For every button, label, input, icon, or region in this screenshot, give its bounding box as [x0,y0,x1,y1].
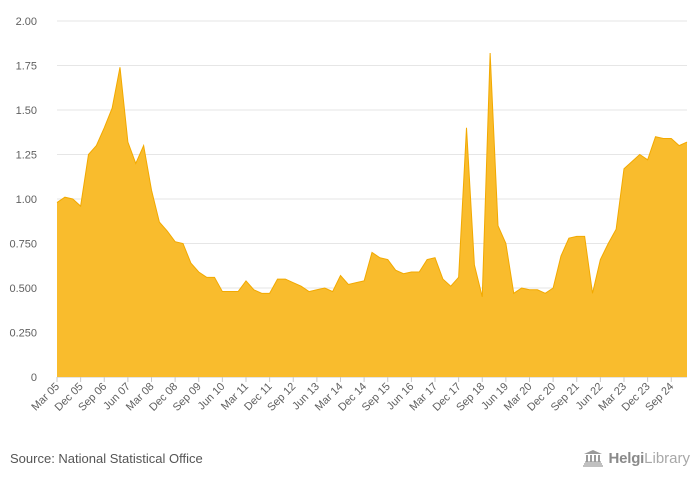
data-point [276,278,278,280]
data-point [190,262,192,264]
data-point [339,274,341,276]
data-point [544,292,546,294]
data-point [505,242,507,244]
data-point [127,141,129,143]
data-point [387,258,389,260]
data-point [213,276,215,278]
data-point [576,235,578,237]
y-tick-label: 0.500 [9,283,37,295]
data-point [347,283,349,285]
data-point [434,257,436,259]
data-point [678,144,680,146]
data-point [394,269,396,271]
data-point [292,281,294,283]
data-point [371,251,373,253]
data-point [418,271,420,273]
data-point [560,255,562,257]
data-point [402,273,404,275]
data-point [489,52,491,54]
data-point [182,242,184,244]
data-point [639,153,641,155]
data-point [324,287,326,289]
data-point [426,258,428,260]
data-point [308,290,310,292]
data-point [300,285,302,287]
data-point [631,160,633,162]
data-point [103,127,105,129]
source-note: Source: National Statistical Office [10,451,203,466]
data-point [457,276,459,278]
y-tick-label: 0.750 [9,239,37,251]
data-point [591,292,593,294]
data-point [662,137,664,139]
data-point [355,281,357,283]
data-point [513,292,515,294]
data-point [87,153,89,155]
data-point [520,287,522,289]
data-point [221,290,223,292]
data-point [442,278,444,280]
data-point [450,285,452,287]
data-point [229,290,231,292]
data-point [497,225,499,227]
data-point [268,292,270,294]
data-point [686,141,688,143]
data-point [166,230,168,232]
y-tick-label: 0.250 [9,328,37,340]
data-point [599,258,601,260]
data-point [72,198,74,200]
area-chart: 00.2500.5000.7501.001.251.501.752.00Mar … [9,16,688,414]
data-point [363,280,365,282]
y-tick-label: 1.50 [16,105,37,117]
logo-text-helgi: Helgi [608,449,645,467]
data-point [528,289,530,291]
data-point [607,242,609,244]
area-series [57,53,687,377]
data-point [583,235,585,237]
y-tick-label: 2.00 [16,16,37,28]
data-point [79,205,81,207]
data-point [473,264,475,266]
y-tick-label: 1.25 [16,150,37,162]
y-tick-label: 1.75 [16,61,37,73]
data-point [142,144,144,146]
data-point [198,271,200,273]
footer: Source: National Statistical Office Helg… [0,440,700,483]
data-point [237,290,239,292]
helgi-library-logo[interactable]: Helgi Library [582,449,690,467]
data-point [111,107,113,109]
data-point [284,278,286,280]
data-point [56,201,58,203]
data-point [536,289,538,291]
data-point [615,228,617,230]
data-point [316,289,318,291]
series-line [56,53,688,298]
data-point [646,159,648,161]
data-point [253,289,255,291]
data-point [261,292,263,294]
data-point [331,290,333,292]
data-point [379,257,381,259]
data-point [150,189,152,191]
data-point [174,241,176,243]
data-point [654,136,656,138]
y-tick-label: 1.00 [16,194,37,206]
data-point [465,127,467,129]
data-point [95,144,97,146]
helgi-building-icon [583,450,604,467]
data-point [158,221,160,223]
data-point [64,196,66,198]
data-point [552,287,554,289]
y-tick-label: 0 [31,372,37,384]
logo-text-library: Library [644,449,690,467]
data-point [119,66,121,68]
data-point [245,280,247,282]
data-point [135,162,137,164]
data-point [623,168,625,170]
data-point [481,296,483,298]
data-point [205,276,207,278]
data-point [410,271,412,273]
data-point [568,237,570,239]
data-point [670,137,672,139]
